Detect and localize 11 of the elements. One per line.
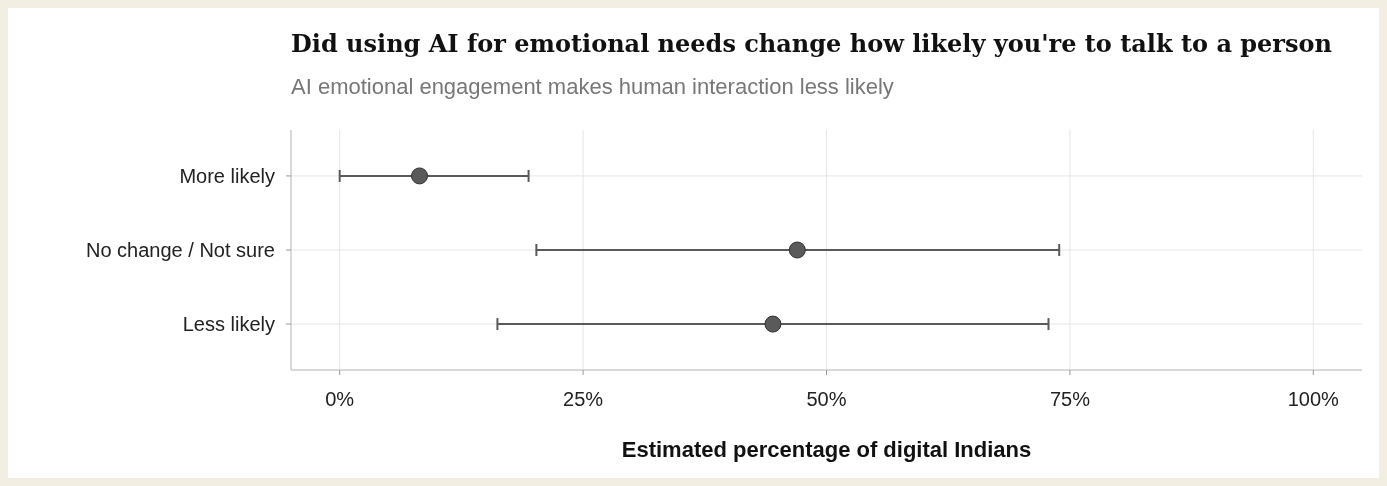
chart-subtitle: AI emotional engagement makes human interaction less likely [291,74,894,99]
x-tick-label: 0% [325,388,355,410]
x-tick-label: 50% [806,388,847,410]
x-axis-title: Estimated percentage of digital Indians [621,437,1032,462]
chart-title: Did using AI for emotional needs change how likely you're to talk to a person [291,29,1332,58]
y-tick-label: Less likely [182,313,275,336]
y-tick-label: No change / Not sure [86,239,275,261]
x-tick-label: 25% [563,388,604,410]
x-tick-label: 75% [1049,388,1091,410]
y-tick-label: More likely [179,164,275,187]
x-tick-label: 100% [1287,388,1340,410]
